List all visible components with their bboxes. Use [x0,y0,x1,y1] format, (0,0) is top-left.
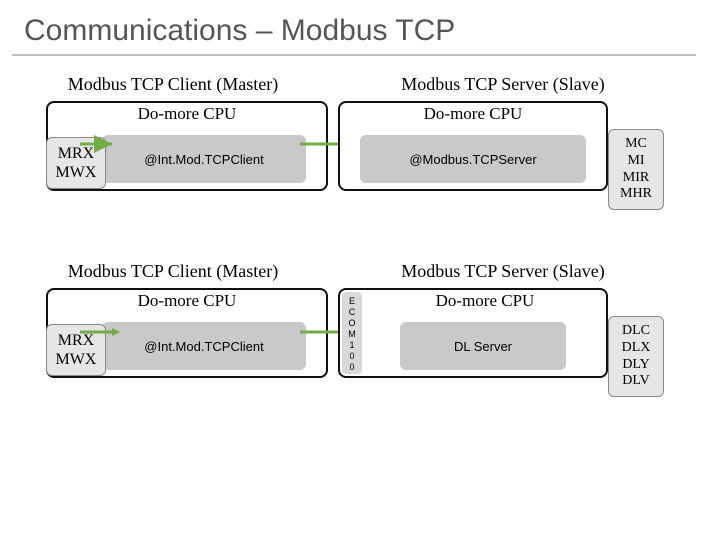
client-cpu-frame: Do-more CPU @Int.Mod.TCPClient MRX MWX [46,101,328,191]
diagram-row: Modbus TCP Client (Master) Do-more CPU @… [10,74,710,191]
server-column: Modbus TCP Server (Slave) E C O M 1 0 0 … [338,261,668,378]
diagram-row: Modbus TCP Client (Master) Do-more CPU @… [10,261,710,378]
server-side-box: DLC DLX DLY DLV [608,316,664,397]
ecom-char: O [348,318,355,329]
server-role-title: Modbus TCP Server (Slave) [338,261,668,282]
server-side-box: MC MI MIR MHR [608,129,664,210]
ecom-char: M [348,329,356,340]
client-column: Modbus TCP Client (Master) Do-more CPU @… [18,74,328,191]
client-column: Modbus TCP Client (Master) Do-more CPU @… [18,261,328,378]
ecom-char: 0 [349,362,354,373]
cpu-label: Do-more CPU [340,102,606,124]
client-role-title: Modbus TCP Client (Master) [18,74,328,95]
client-side-box: MRX MWX [46,324,106,376]
cpu-label: Do-more CPU [48,102,326,124]
server-cpu-frame: Do-more CPU @Modbus.TCPServer MC MI MIR … [338,101,608,191]
server-column: Modbus TCP Server (Slave) Do-more CPU @M… [338,74,668,191]
client-side-box: MRX MWX [46,137,106,189]
cpu-label: Do-more CPU [48,289,326,311]
client-inner-block: @Int.Mod.TCPClient [102,322,306,370]
ecom-char: 1 [349,340,354,351]
server-inner-block: @Modbus.TCPServer [360,135,586,183]
server-inner-block: DL Server [400,322,566,370]
cpu-label: Do-more CPU [340,289,606,311]
server-role-title: Modbus TCP Server (Slave) [338,74,668,95]
client-inner-block: @Int.Mod.TCPClient [102,135,306,183]
page-title: Communications – Modbus TCP [0,0,720,54]
ecom-char: 0 [349,351,354,362]
client-cpu-frame: Do-more CPU @Int.Mod.TCPClient MRX MWX [46,288,328,378]
server-cpu-frame: E C O M 1 0 0 Do-more CPU DL Server DLC … [338,288,608,378]
client-role-title: Modbus TCP Client (Master) [18,261,328,282]
diagram-rows: Modbus TCP Client (Master) Do-more CPU @… [0,56,720,378]
